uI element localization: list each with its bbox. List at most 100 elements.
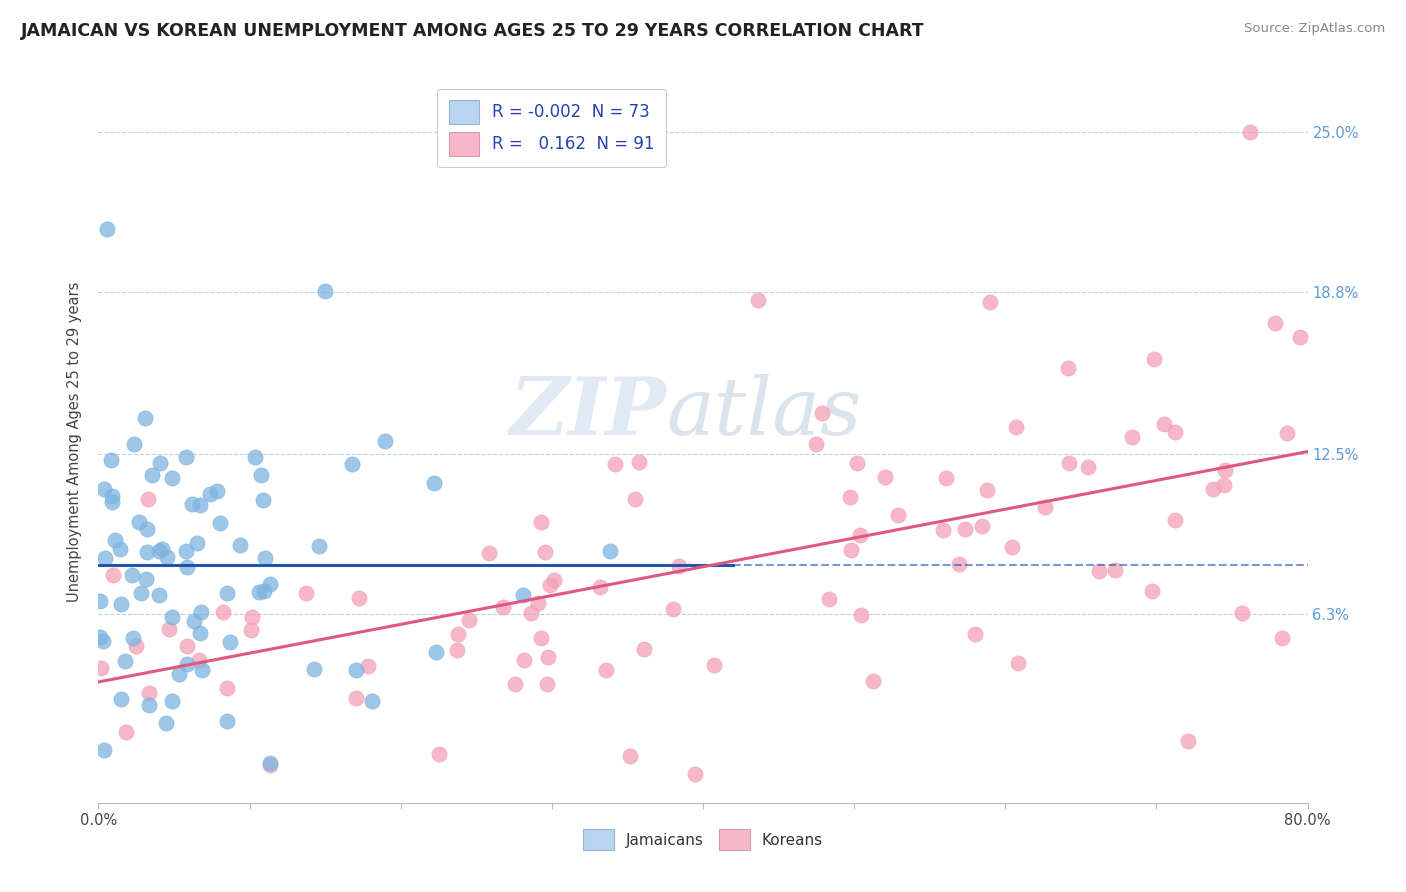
- Point: [104, 533, 127, 548]
- Point: [188, 625, 211, 640]
- Point: [114, 654, 136, 668]
- Point: [1264, 316, 1286, 330]
- Point: [240, 624, 263, 638]
- Point: [599, 544, 621, 558]
- Point: [229, 538, 252, 552]
- Point: [538, 578, 561, 592]
- Point: [1239, 125, 1261, 139]
- Point: [624, 491, 647, 506]
- Point: [314, 284, 336, 298]
- Point: [520, 606, 543, 620]
- Point: [181, 497, 204, 511]
- Point: [219, 635, 242, 649]
- Point: [526, 596, 548, 610]
- Point: [935, 470, 957, 484]
- Point: [174, 544, 197, 558]
- Point: [160, 471, 183, 485]
- Point: [259, 577, 281, 591]
- Text: atlas: atlas: [666, 374, 862, 451]
- Point: [94, 551, 117, 566]
- Point: [110, 597, 132, 611]
- Point: [141, 468, 163, 483]
- Point: [703, 658, 725, 673]
- Point: [188, 653, 211, 667]
- Point: [512, 588, 534, 602]
- Point: [374, 434, 396, 448]
- Point: [1088, 564, 1111, 578]
- Point: [259, 756, 281, 770]
- Point: [503, 677, 526, 691]
- Point: [129, 586, 152, 600]
- Point: [875, 470, 897, 484]
- Point: [447, 627, 470, 641]
- Point: [1007, 656, 1029, 670]
- Point: [136, 522, 159, 536]
- Point: [136, 544, 159, 558]
- Point: [627, 455, 650, 469]
- Point: [121, 568, 143, 582]
- Point: [191, 663, 214, 677]
- Point: [342, 457, 364, 471]
- Point: [530, 515, 553, 529]
- Point: [529, 632, 551, 646]
- Point: [190, 605, 212, 619]
- Point: [174, 450, 197, 465]
- Point: [344, 691, 367, 706]
- Point: [1271, 631, 1294, 645]
- Point: [134, 411, 156, 425]
- Point: [136, 491, 159, 506]
- Point: [1056, 360, 1078, 375]
- Point: [818, 591, 841, 606]
- Point: [1121, 430, 1143, 444]
- Point: [668, 559, 690, 574]
- Point: [492, 599, 515, 614]
- Point: [186, 536, 208, 550]
- Point: [148, 588, 170, 602]
- Point: [93, 482, 115, 496]
- Point: [1230, 606, 1253, 620]
- Legend: Jamaicans, Koreans: Jamaicans, Koreans: [576, 822, 830, 856]
- Point: [121, 631, 143, 645]
- Point: [103, 567, 125, 582]
- Point: [932, 523, 955, 537]
- Point: [344, 663, 367, 677]
- Point: [101, 495, 124, 509]
- Point: [138, 685, 160, 699]
- Point: [115, 724, 138, 739]
- Text: ZIP: ZIP: [510, 374, 666, 451]
- Point: [138, 698, 160, 712]
- Point: [217, 714, 239, 728]
- Point: [537, 649, 560, 664]
- Point: [162, 609, 184, 624]
- Point: [96, 222, 118, 236]
- Point: [1202, 482, 1225, 496]
- Point: [589, 580, 612, 594]
- Point: [1104, 563, 1126, 577]
- Point: [245, 450, 267, 464]
- Point: [176, 560, 198, 574]
- Point: [976, 483, 998, 498]
- Point: [979, 295, 1001, 310]
- Point: [685, 767, 707, 781]
- Point: [1033, 500, 1056, 515]
- Point: [513, 652, 536, 666]
- Point: [217, 585, 239, 599]
- Point: [1288, 330, 1310, 344]
- Point: [91, 633, 114, 648]
- Point: [240, 609, 263, 624]
- Point: [1177, 734, 1199, 748]
- Point: [887, 508, 910, 522]
- Point: [429, 747, 451, 762]
- Point: [157, 622, 180, 636]
- Point: [90, 661, 112, 675]
- Point: [183, 614, 205, 628]
- Point: [308, 540, 330, 554]
- Point: [253, 551, 276, 566]
- Point: [125, 640, 148, 654]
- Point: [423, 475, 446, 490]
- Point: [156, 549, 179, 564]
- Point: [1077, 460, 1099, 475]
- Point: [250, 468, 273, 483]
- Point: [162, 694, 184, 708]
- Point: [253, 584, 276, 599]
